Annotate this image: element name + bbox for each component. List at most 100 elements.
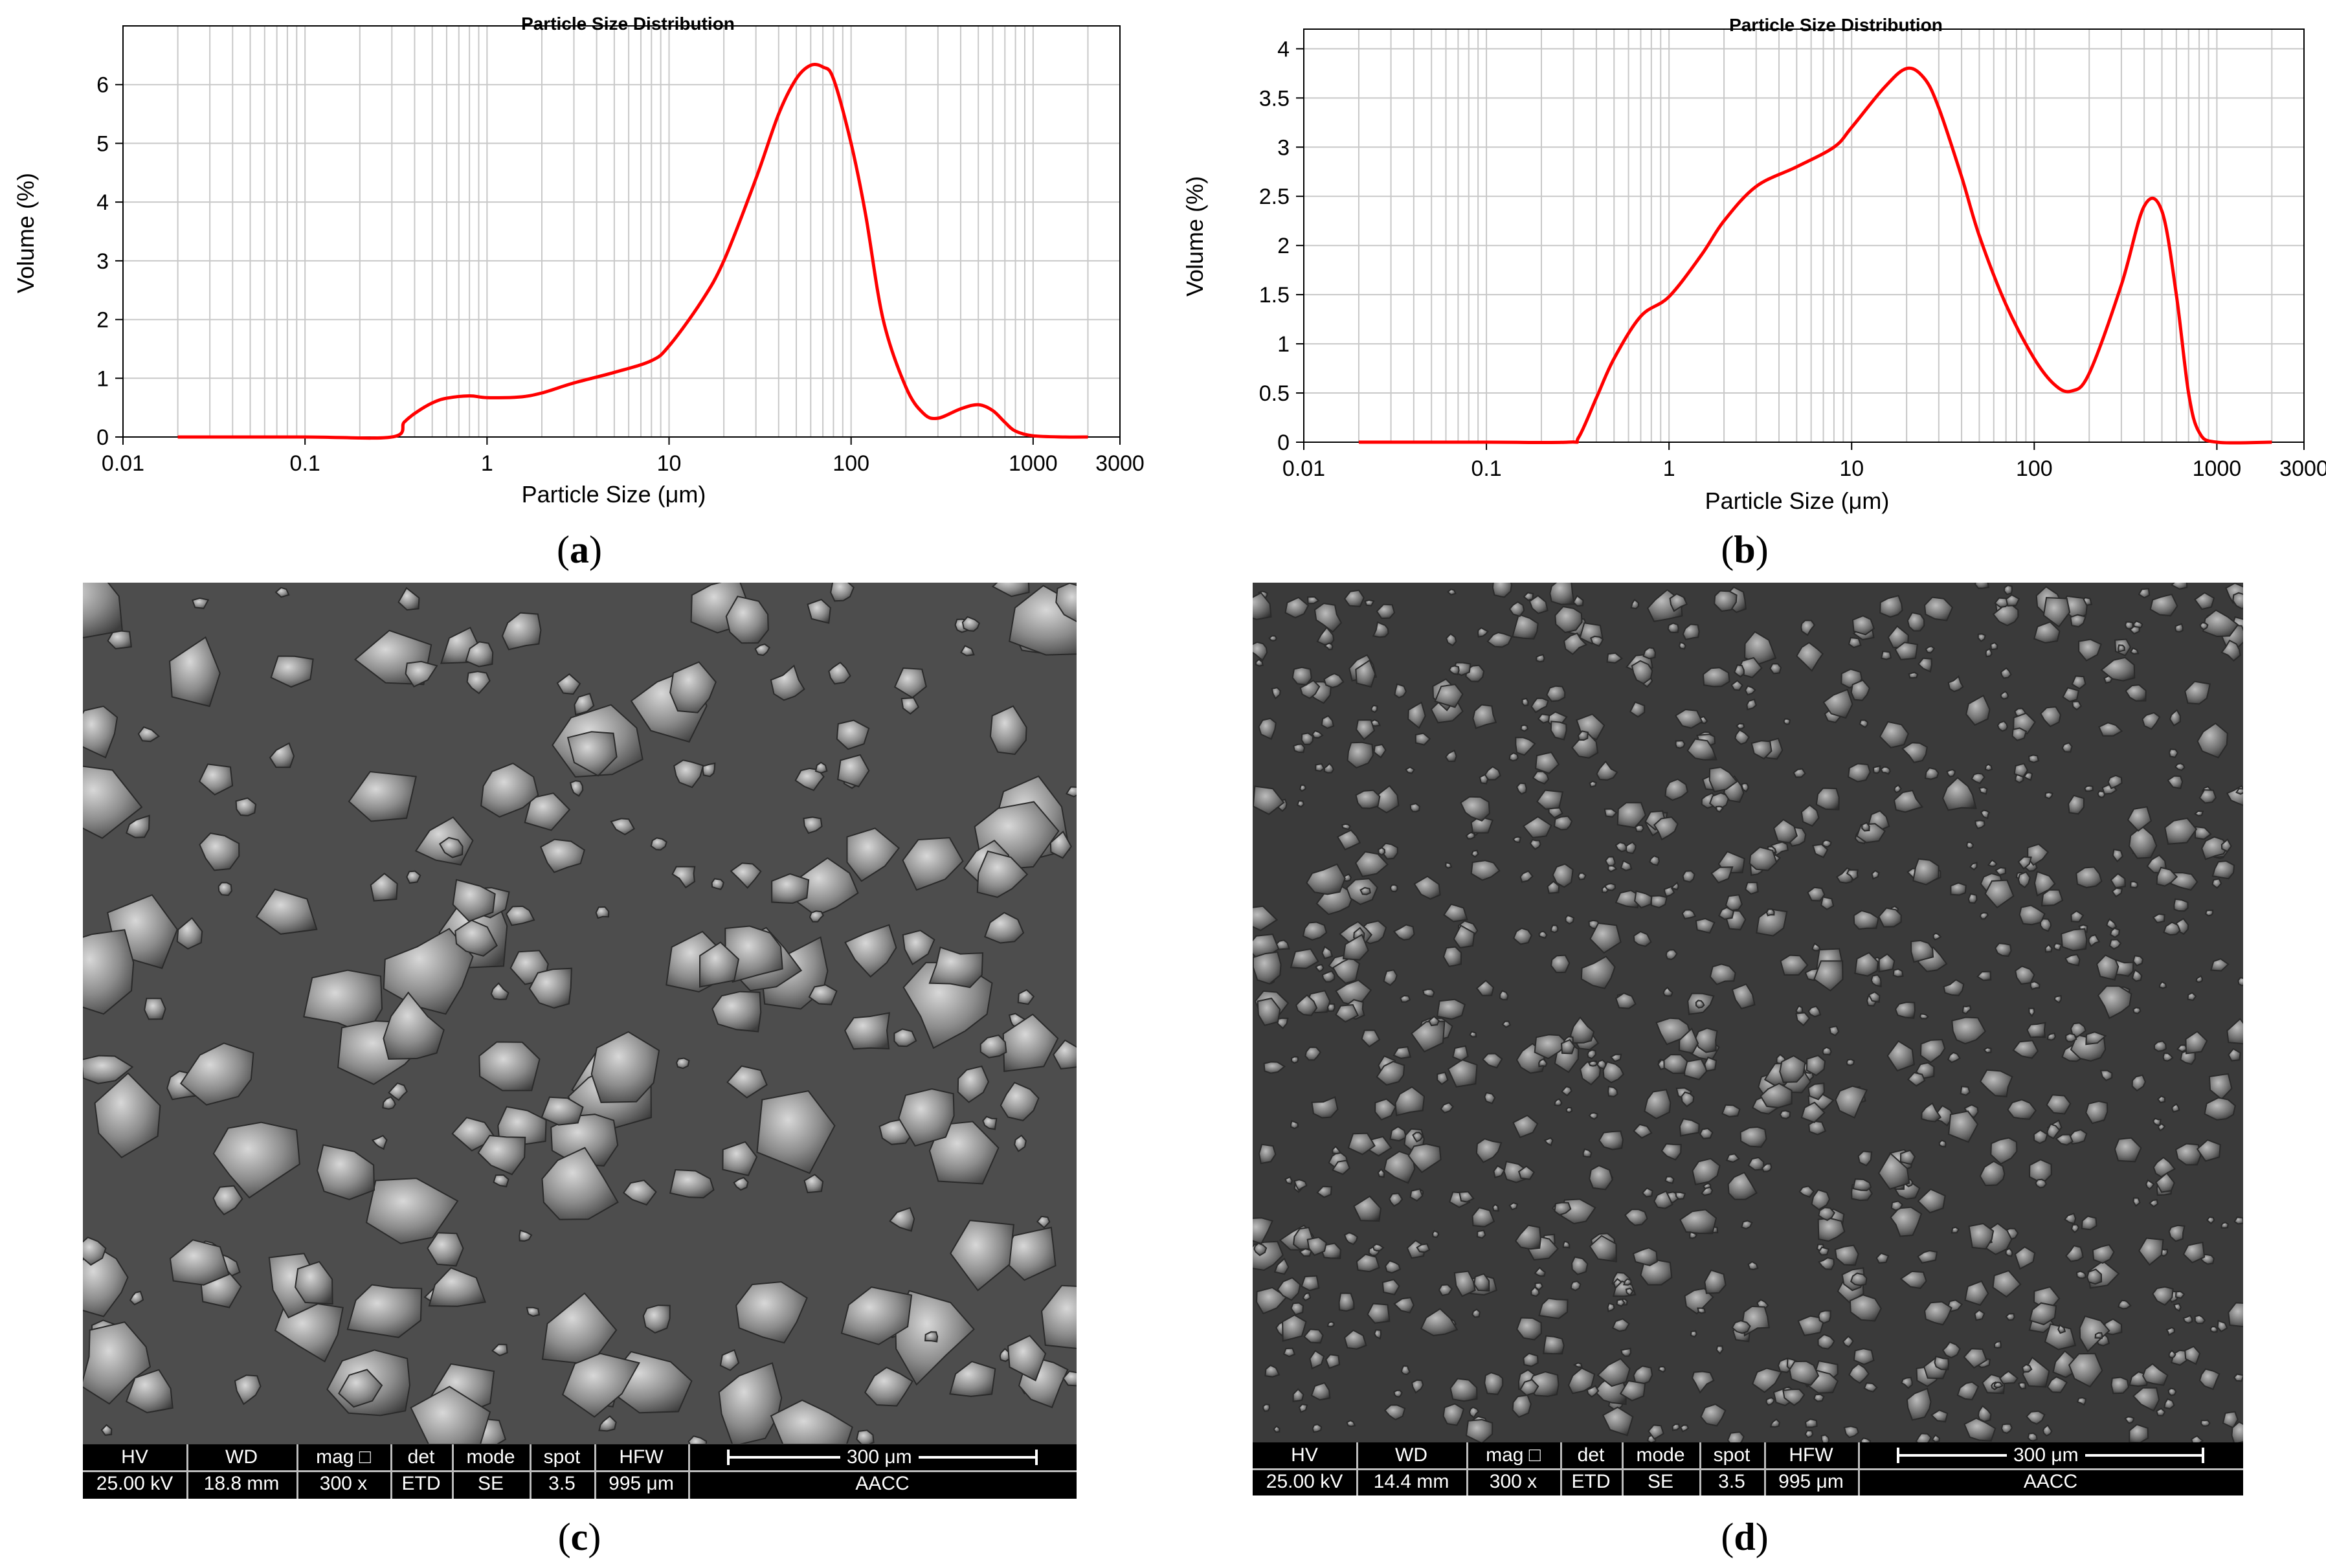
particle bbox=[2099, 1070, 2113, 1082]
particle bbox=[1828, 1025, 1840, 1036]
particle bbox=[1681, 909, 1697, 920]
particle bbox=[1917, 1249, 1938, 1264]
particle bbox=[671, 866, 696, 889]
particle bbox=[1813, 1393, 1825, 1402]
particle bbox=[1894, 784, 1902, 794]
particle bbox=[2118, 644, 2125, 653]
particle bbox=[1381, 1279, 1400, 1295]
particle bbox=[1817, 1334, 1835, 1350]
particle bbox=[83, 705, 118, 759]
particle bbox=[1731, 983, 1756, 1010]
particle bbox=[1376, 1060, 1405, 1086]
particle bbox=[2125, 684, 2147, 702]
particle bbox=[2029, 1302, 2057, 1326]
particle bbox=[1695, 917, 1716, 934]
databar-scale-cell: 300 μm AACC bbox=[1858, 1442, 2243, 1495]
particle bbox=[1960, 1086, 1971, 1096]
particle bbox=[1947, 1051, 1962, 1064]
particle bbox=[2232, 592, 2243, 610]
particle bbox=[1682, 870, 1695, 883]
particle bbox=[1678, 642, 1687, 650]
particle bbox=[2129, 647, 2140, 655]
databar-cell-spot: spot 3.5 bbox=[1699, 1442, 1766, 1495]
particle bbox=[1512, 1394, 1532, 1418]
particle bbox=[2044, 791, 2053, 800]
particle bbox=[1727, 1431, 1745, 1442]
particle bbox=[234, 1374, 262, 1406]
particle bbox=[1355, 659, 1376, 688]
particle bbox=[1938, 1139, 1947, 1148]
particle bbox=[1901, 742, 1928, 763]
particle bbox=[1607, 1086, 1618, 1098]
particle bbox=[388, 1082, 408, 1101]
databar-cell-hfw: HFW 995 μm bbox=[594, 1444, 690, 1499]
particle bbox=[1512, 1114, 1539, 1139]
x-tick-label: 3000 bbox=[1095, 451, 1145, 476]
particle bbox=[1730, 680, 1743, 691]
particle bbox=[1590, 635, 1604, 647]
particle bbox=[733, 1176, 749, 1191]
particle bbox=[1941, 1341, 1961, 1359]
particle bbox=[1750, 740, 1772, 760]
particle bbox=[1394, 1086, 1426, 1117]
particle bbox=[2132, 1197, 2141, 1207]
particle bbox=[1811, 1189, 1831, 1211]
particle bbox=[1255, 658, 1264, 667]
particle bbox=[2000, 1423, 2013, 1434]
particle bbox=[1431, 1230, 1440, 1238]
particle bbox=[2164, 817, 2198, 845]
particle bbox=[1550, 721, 1567, 741]
particle bbox=[1976, 970, 1992, 981]
particle bbox=[1629, 701, 1646, 718]
particle bbox=[540, 838, 585, 873]
chart-a-xlabel: Particle Size (μm) bbox=[522, 481, 706, 508]
particle bbox=[1721, 1104, 1741, 1118]
particle bbox=[1536, 653, 1545, 663]
mag-box-icon: □ bbox=[1528, 1444, 1541, 1466]
particle bbox=[1394, 683, 1407, 699]
databar-cell-mode: mode SE bbox=[452, 1444, 531, 1499]
particle bbox=[1616, 801, 1647, 829]
particle bbox=[814, 761, 828, 774]
particle bbox=[83, 765, 143, 839]
particle bbox=[961, 616, 981, 632]
particle bbox=[1338, 1292, 1355, 1312]
particle bbox=[1760, 1082, 1793, 1109]
particle bbox=[169, 636, 221, 708]
particle bbox=[2044, 943, 2053, 953]
particle bbox=[2132, 1007, 2141, 1014]
particle bbox=[1303, 1328, 1324, 1344]
particle bbox=[1708, 767, 1738, 792]
particle bbox=[2022, 1356, 2050, 1388]
particle bbox=[2085, 1100, 2108, 1125]
scale-bar-label: 300 μm bbox=[840, 1446, 919, 1469]
particle bbox=[2088, 934, 2101, 948]
particle bbox=[1968, 1222, 1995, 1250]
caption-a: (a) bbox=[557, 528, 602, 571]
particle bbox=[1268, 635, 1278, 642]
particle bbox=[807, 598, 831, 624]
particle bbox=[2237, 977, 2243, 987]
particle bbox=[1980, 809, 1991, 820]
particle bbox=[1409, 803, 1421, 812]
particle bbox=[1521, 697, 1529, 707]
particle bbox=[1271, 687, 1281, 700]
particle bbox=[1411, 1379, 1424, 1394]
particle bbox=[541, 1292, 618, 1365]
chart-a-series-line bbox=[177, 62, 1088, 440]
particle bbox=[2130, 880, 2139, 889]
particle bbox=[2233, 1216, 2243, 1225]
particle bbox=[2030, 981, 2041, 991]
particle bbox=[2053, 994, 2062, 1004]
particle bbox=[2017, 856, 2032, 870]
particle bbox=[490, 982, 509, 1000]
particle bbox=[846, 827, 900, 882]
particle bbox=[198, 763, 234, 796]
particle bbox=[1356, 1253, 1380, 1273]
particle bbox=[2040, 706, 2062, 728]
particle bbox=[1689, 1231, 1698, 1239]
particle bbox=[1392, 924, 1415, 941]
particle bbox=[1966, 841, 1974, 849]
particle bbox=[1434, 684, 1464, 708]
particle bbox=[1290, 1120, 1299, 1130]
